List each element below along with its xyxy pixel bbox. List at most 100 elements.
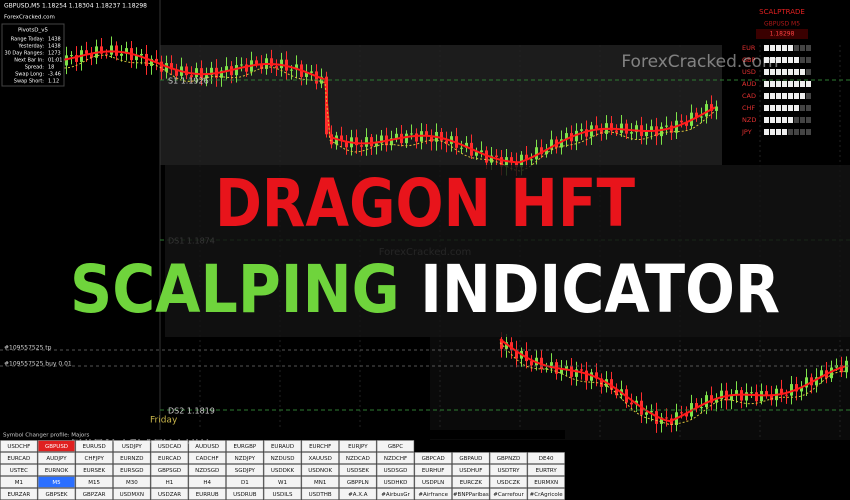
symbol-button[interactable] (37, 464, 76, 476)
symbol-button-label: EURAUD (271, 444, 294, 450)
symbol-button[interactable] (0, 476, 38, 488)
trade-label: #109557525 buy 0.01 (4, 361, 72, 368)
symbol-button[interactable] (527, 452, 565, 464)
pivot-label: Range Today: (11, 37, 45, 43)
symbol-button-label: EURSGD (120, 468, 143, 474)
headline-banner (165, 165, 850, 337)
strength-cell (788, 129, 793, 135)
symbol-button-label: AUDJPY (46, 456, 67, 462)
symbol-button[interactable] (452, 452, 490, 464)
strength-cell (806, 45, 811, 51)
symbol-button-label: USDCAD (158, 444, 182, 450)
symbol-button[interactable] (301, 464, 339, 476)
candle-body (345, 141, 348, 148)
strength-cell (788, 105, 793, 111)
candle-body (585, 129, 588, 137)
symbol-button[interactable] (452, 476, 490, 488)
symbol-button[interactable] (414, 464, 452, 476)
symbol-button[interactable] (113, 464, 151, 476)
symbol-button-label: EURJPY (348, 444, 368, 450)
symbol-button[interactable] (188, 464, 226, 476)
symbol-button[interactable] (339, 452, 377, 464)
symbol-button[interactable] (263, 452, 302, 464)
symbol-button-label: EURNZD (120, 456, 143, 462)
symbol-button[interactable] (376, 440, 415, 452)
candle-body (610, 379, 613, 390)
candle-body (670, 418, 673, 425)
symbol-button[interactable] (0, 452, 38, 464)
symbol-button[interactable] (301, 452, 339, 464)
pivot-value: 1273 (48, 51, 61, 57)
symbol-button[interactable] (226, 440, 264, 452)
symbol-button-label: NZDSGD (195, 468, 219, 474)
symbol-button[interactable] (263, 440, 302, 452)
candle-body (360, 145, 363, 147)
symbol-button[interactable] (75, 440, 113, 452)
candle-body (200, 68, 203, 79)
symbol-button[interactable] (37, 440, 76, 452)
symbol-button[interactable] (527, 476, 565, 488)
symbol-button[interactable] (489, 452, 528, 464)
symbol-button[interactable] (339, 440, 377, 452)
symbol-button[interactable] (75, 452, 113, 464)
candle-body (65, 55, 68, 66)
strength-cell (788, 81, 793, 87)
symbol-button[interactable] (0, 440, 38, 452)
symbol-button[interactable] (263, 464, 302, 476)
symbol-button[interactable] (150, 452, 189, 464)
symbol-button-label: GBPC (388, 444, 403, 450)
symbol-button[interactable] (301, 440, 339, 452)
candle-body (805, 377, 808, 388)
strength-cell (806, 57, 811, 63)
candle-body (120, 53, 123, 56)
symbol-button[interactable] (263, 476, 302, 488)
candle-body (135, 55, 138, 61)
symbol-button[interactable] (226, 476, 264, 488)
candle-body (210, 67, 213, 76)
candle-body (630, 402, 633, 405)
headline-word: HFT (511, 165, 635, 242)
symbol-button[interactable] (376, 452, 415, 464)
symbol-button[interactable] (188, 440, 226, 452)
symbol-button[interactable] (489, 476, 528, 488)
pivot-label: Spread: (25, 65, 45, 71)
symbol-button[interactable] (376, 464, 415, 476)
candle-body (185, 66, 188, 76)
symbol-button[interactable] (376, 476, 415, 488)
symbol-button[interactable] (414, 476, 452, 488)
pivot-panel (1, 23, 65, 87)
symbol-button[interactable] (37, 476, 76, 488)
symbol-button[interactable] (339, 464, 377, 476)
symbol-button-label: EURMXN (534, 480, 558, 486)
symbol-button[interactable] (452, 464, 490, 476)
symbol-button[interactable] (150, 464, 189, 476)
candle-body (170, 63, 173, 70)
symbol-button[interactable] (0, 464, 38, 476)
symbol-button[interactable] (37, 452, 76, 464)
symbol-button[interactable] (527, 464, 565, 476)
symbol-button[interactable] (226, 464, 264, 476)
symbol-button[interactable] (75, 464, 113, 476)
symbol-button[interactable] (414, 452, 452, 464)
candle-body (705, 104, 708, 117)
candle-body (800, 387, 803, 392)
symbol-button-label: GBPPLN (347, 480, 369, 486)
symbol-button[interactable] (150, 476, 189, 488)
symbol-button[interactable] (188, 452, 226, 464)
symbol-button[interactable] (339, 476, 377, 488)
symbol-button[interactable] (301, 476, 339, 488)
candle-body (495, 155, 498, 158)
symbol-button[interactable] (113, 476, 151, 488)
symbol-button[interactable] (113, 452, 151, 464)
symbol-button[interactable] (489, 464, 528, 476)
symbol-button-label: USDHUF (459, 468, 482, 474)
symbol-button-label: USDRUB (233, 492, 257, 498)
symbol-button[interactable] (75, 476, 113, 488)
symbol-button[interactable] (113, 440, 151, 452)
symbol-button[interactable] (188, 476, 226, 488)
candle-body (685, 122, 688, 126)
symbol-button[interactable] (150, 440, 189, 452)
symbol-button[interactable] (226, 452, 264, 464)
symbol-info: GBPUSD,M5 1.18254 1.18304 1.18237 1.1829… (4, 3, 147, 10)
